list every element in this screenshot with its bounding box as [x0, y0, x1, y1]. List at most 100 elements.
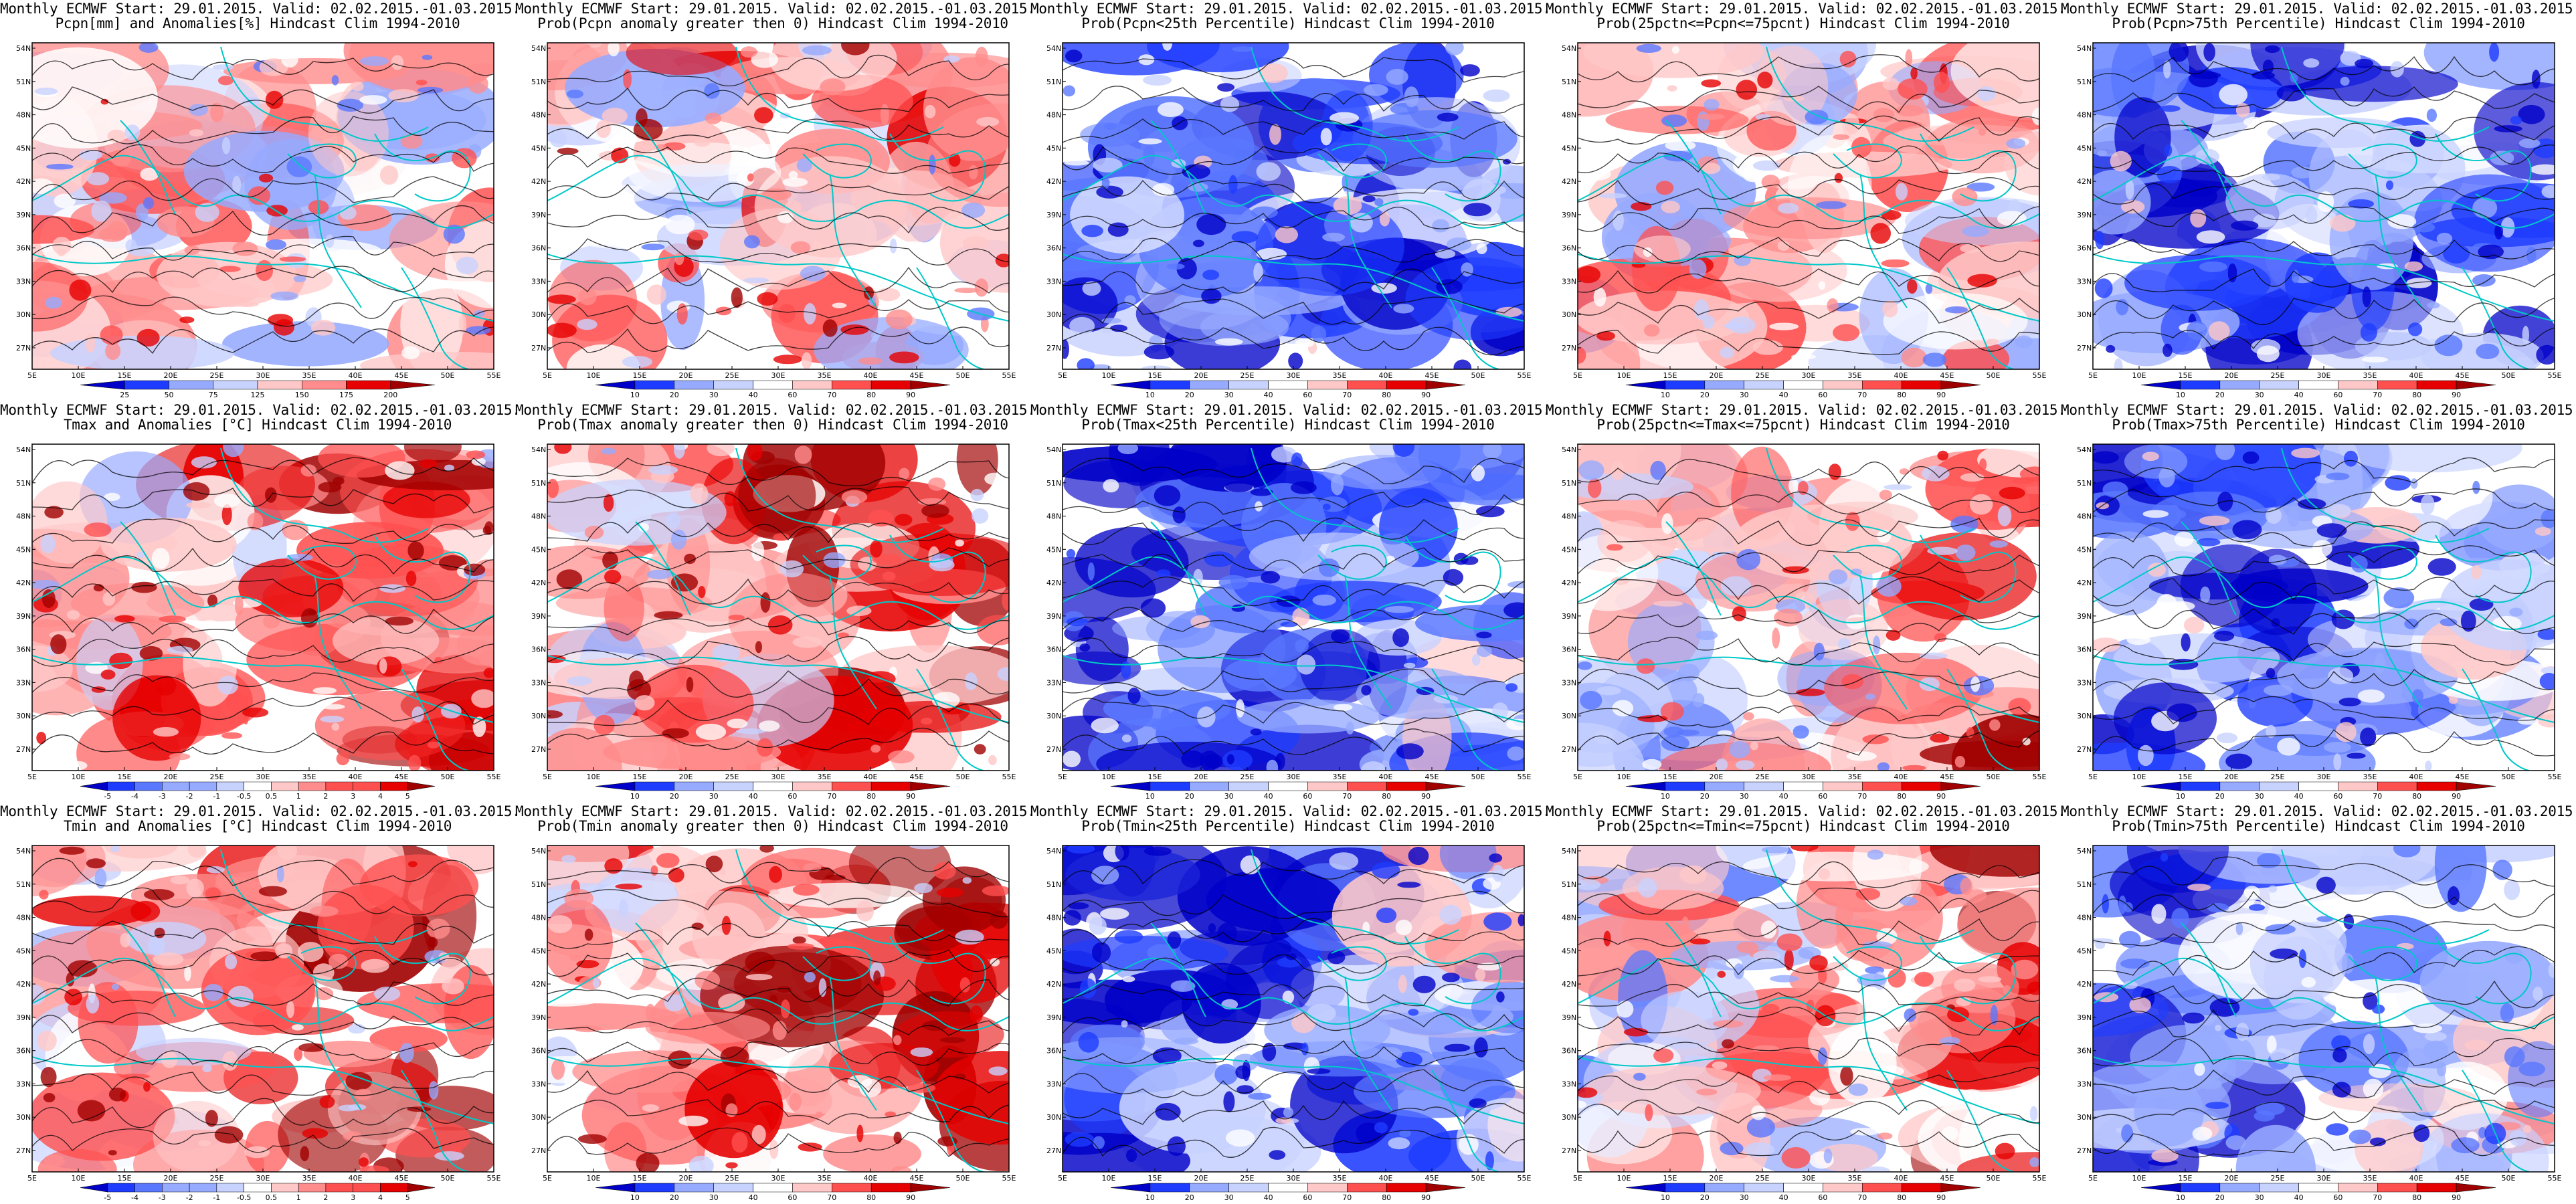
shading-speckle — [2208, 321, 2230, 341]
colorbar-label: 20 — [670, 391, 679, 399]
shading-speckle — [2539, 673, 2555, 690]
longitude-tick-label: 25E — [725, 371, 739, 380]
shading-speckle — [1065, 1132, 1095, 1147]
colorbar-label: 0.5 — [266, 792, 278, 801]
latitude-tick-label: 45N — [1562, 545, 1576, 554]
shading-speckle — [472, 716, 486, 737]
shading-speckle — [1757, 72, 1773, 89]
shading-speckle — [2264, 684, 2293, 696]
panel-title-model-line: Monthly ECMWF Start: 29.01.2015. Valid: … — [515, 1, 1036, 17]
shading-speckle — [895, 514, 913, 526]
shading-blob — [1958, 1091, 2039, 1172]
shading-speckle — [1171, 159, 1186, 168]
colorbar-label: 4 — [378, 1193, 383, 1202]
shading-speckle — [2329, 214, 2356, 232]
shading-speckle — [1922, 353, 1947, 367]
shading-speckle — [880, 104, 889, 125]
shading-blob — [2355, 1119, 2423, 1172]
shading-speckle — [2363, 1078, 2384, 1100]
coastline — [802, 143, 872, 179]
colorbar-segment — [271, 1183, 299, 1193]
shading-speckle — [2436, 233, 2453, 245]
shading-speckle — [1930, 733, 1950, 743]
shading-blob — [1471, 981, 1524, 1033]
shading-blob — [552, 294, 668, 369]
colorbar-segment — [753, 781, 793, 791]
shading-speckle — [1483, 912, 1512, 931]
shading-speckle — [847, 723, 862, 732]
contour-line — [2093, 144, 2555, 177]
colorbar-label: -5 — [104, 1193, 111, 1202]
latitude-tick-label: 27N — [16, 344, 31, 353]
panel-title-variable: Prob(25pctn<=Tmax<=75pcnt) Hindcast Clim… — [1596, 417, 2010, 433]
longitude-tick-label: 15E — [1663, 773, 1677, 781]
shading-speckle — [2326, 1123, 2349, 1136]
coastline — [1251, 46, 1459, 142]
shading-speckle — [1692, 693, 1705, 708]
shading-speckle — [1613, 210, 1624, 231]
colorbar-segment — [298, 781, 327, 791]
contour-line — [1063, 1009, 1524, 1034]
shading-speckle — [1873, 635, 1881, 655]
shading-speckle — [1476, 243, 1487, 254]
colorbar-label: 60 — [1303, 1193, 1312, 1202]
shading-speckle — [41, 589, 56, 608]
contour-line — [32, 205, 494, 236]
latitude-tick-label: 48N — [1046, 914, 1061, 922]
shading-speckle — [1695, 630, 1718, 641]
shading-speckle — [1172, 506, 1186, 524]
shading-speckle — [1623, 1027, 1649, 1037]
shading-speckle — [1750, 741, 1758, 750]
colorbar: 10 20 30 40 60 70 80 90 — [2140, 380, 2496, 399]
colorbar-label: 80 — [1897, 792, 1906, 801]
shading-speckle — [111, 983, 120, 991]
panel-title-variable: Prob(Tmax<25th Percentile) Hindcast Clim… — [1081, 417, 1495, 433]
shading-speckle — [1374, 198, 1384, 207]
longitude-tick-label: 40E — [1379, 1174, 1393, 1183]
latitude-tick-label: 48N — [2077, 914, 2092, 922]
shading-speckle — [2291, 447, 2320, 459]
shading-speckle — [1138, 138, 1162, 144]
longitude-tick-label: 40E — [864, 1174, 878, 1183]
shading-speckle — [2504, 880, 2520, 900]
colorbar-segment — [1425, 1183, 1466, 1193]
shading-blob — [112, 675, 201, 761]
shading-speckle — [151, 548, 170, 569]
colorbar-segment — [301, 380, 347, 390]
coastline — [1063, 556, 1524, 630]
shading-speckle — [2347, 752, 2366, 759]
colorbar-segment — [1783, 1183, 1823, 1193]
shading-speckle — [2341, 952, 2355, 974]
shading-speckle — [2541, 509, 2555, 528]
longitude-tick-label: 35E — [818, 773, 832, 781]
shading-speckle — [1223, 1091, 1235, 1112]
coastline — [120, 521, 176, 616]
shading-speckle — [1292, 607, 1310, 626]
contour-line — [2093, 298, 2555, 326]
shading-speckle — [2537, 629, 2555, 640]
shading-speckle — [982, 885, 1009, 896]
shading-speckle — [873, 970, 881, 986]
colorbar-label: 30 — [2255, 391, 2264, 399]
shading-speckle — [2219, 84, 2248, 106]
colorbar-segment — [674, 380, 715, 390]
shading-speckle — [634, 695, 655, 711]
colorbar-segment — [80, 1183, 108, 1193]
shading-speckle — [1460, 64, 1480, 77]
colorbar-segment — [1189, 781, 1230, 791]
shading-speckle — [1850, 1128, 1880, 1136]
shading-blob — [1063, 936, 1229, 971]
shading-speckle — [1361, 685, 1372, 696]
shading-blob — [645, 1011, 771, 1044]
colorbar-label: 90 — [906, 1193, 915, 1202]
contour-line — [1578, 86, 2039, 114]
shading-speckle — [777, 986, 792, 993]
longitude-tick-label: 35E — [2363, 1174, 2377, 1183]
shading-speckle — [68, 960, 98, 978]
shading-speckle — [1442, 973, 1460, 983]
forecast-map-panel: Monthly ECMWF Start: 29.01.2015. Valid: … — [1030, 803, 1551, 1204]
shading-speckle — [796, 158, 812, 173]
shading-speckle — [302, 1128, 329, 1139]
shading-speckle — [975, 46, 988, 67]
shading-speckle — [1603, 930, 1611, 946]
